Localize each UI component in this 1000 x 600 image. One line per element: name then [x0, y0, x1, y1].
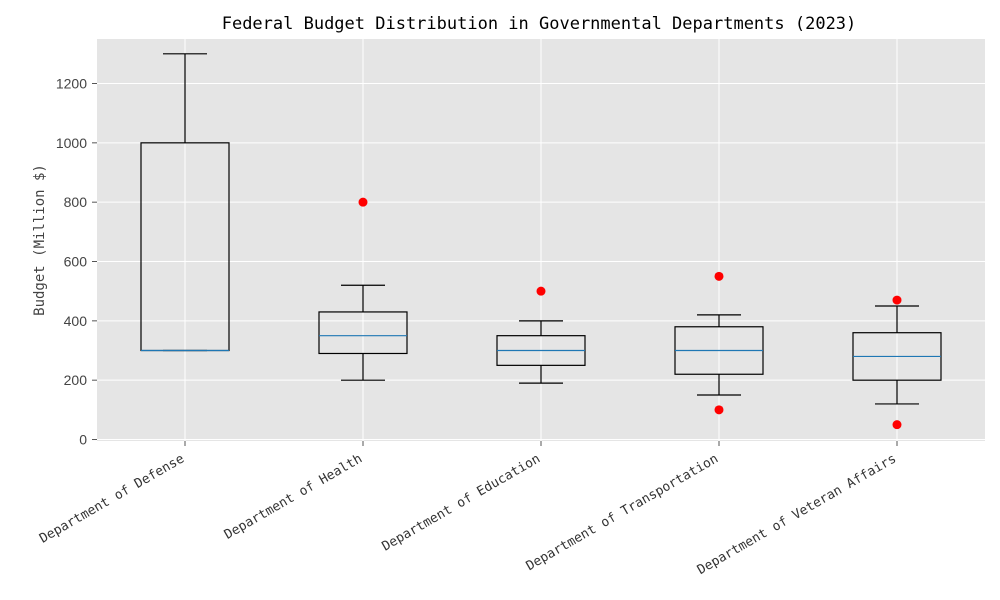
outlier-point [358, 197, 368, 207]
x-tick-label: Department of Education [380, 451, 543, 554]
y-tick-label: 0 [79, 432, 87, 448]
box-group [140, 53, 230, 352]
box-group [496, 286, 586, 384]
outlier-point [892, 420, 902, 430]
y-tick-label: 1000 [56, 135, 87, 151]
chart-title: Federal Budget Distribution in Governmen… [222, 14, 857, 34]
y-axis-label: Budget (Million $) [32, 164, 48, 316]
y-tick-label: 200 [64, 372, 88, 388]
box-group [318, 197, 408, 381]
y-tick-label: 1200 [56, 76, 87, 92]
outlier-point [714, 271, 724, 281]
x-tick-label: Department of Veteran Affairs [695, 451, 899, 577]
box-group [674, 271, 764, 415]
x-tick-label: Department of Transportation [524, 451, 721, 574]
outlier-point [714, 405, 724, 415]
y-tick-label: 400 [64, 313, 88, 329]
box-group [852, 295, 942, 430]
boxes-layer [140, 53, 942, 430]
x-tick-label: Department of Defense [37, 451, 187, 546]
y-tick-label: 800 [64, 194, 88, 210]
box-iqr [318, 311, 408, 355]
x-tick-label: Department of Health [222, 451, 365, 542]
outlier-point [892, 295, 902, 305]
y-tick-label: 600 [64, 254, 88, 270]
outlier-point [536, 286, 546, 296]
